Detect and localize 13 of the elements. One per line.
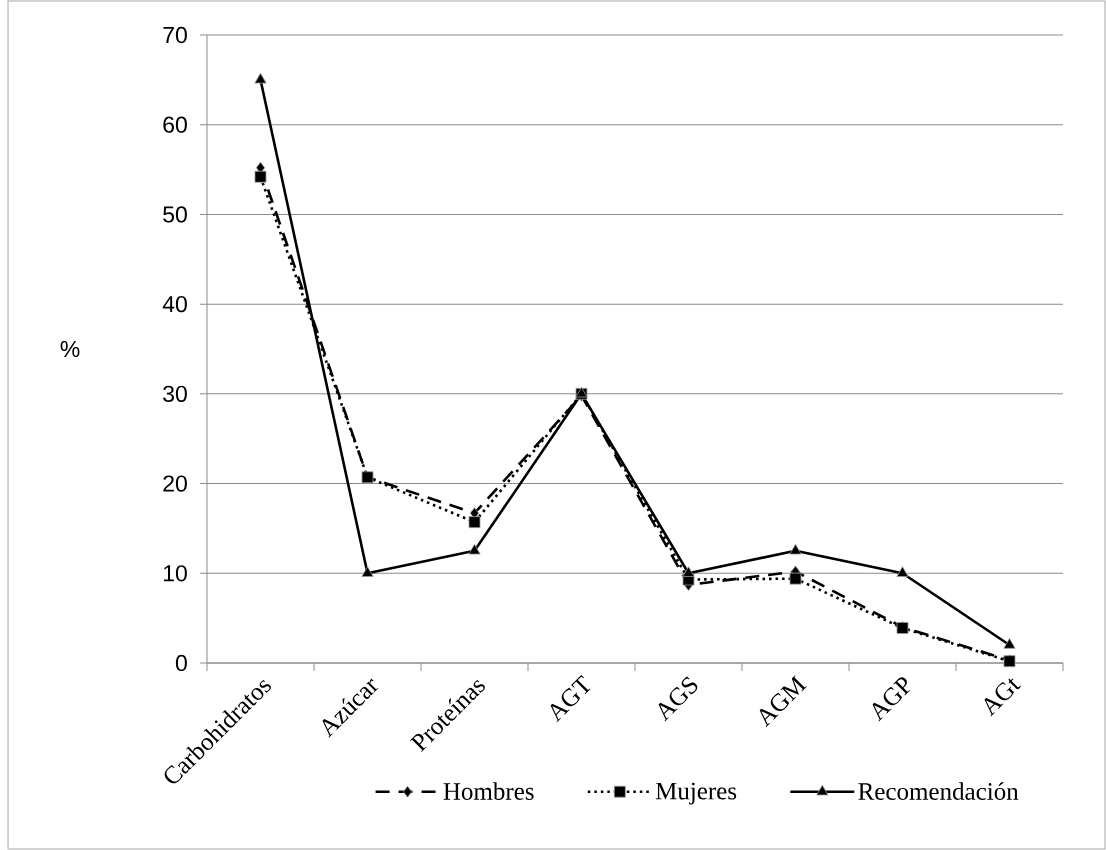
y-tick-label: 30	[163, 385, 187, 402]
x-tick-label: AGt	[984, 678, 1021, 717]
y-tick-label: 0	[175, 654, 187, 672]
y-tick-label: 50	[163, 206, 187, 223]
y-tick-label: 60	[163, 116, 187, 133]
y-tick-label: 10	[163, 565, 187, 582]
y-tick-label: 70	[163, 26, 187, 44]
y-tick-label: 20	[163, 475, 187, 492]
y-tick-label: 40	[162, 295, 187, 313]
legend-label: Recomendación	[858, 782, 1019, 800]
y-axis-title: %	[60, 340, 80, 358]
legend-label: Hombres	[443, 782, 534, 800]
legend-label: Mujeres	[655, 782, 737, 805]
